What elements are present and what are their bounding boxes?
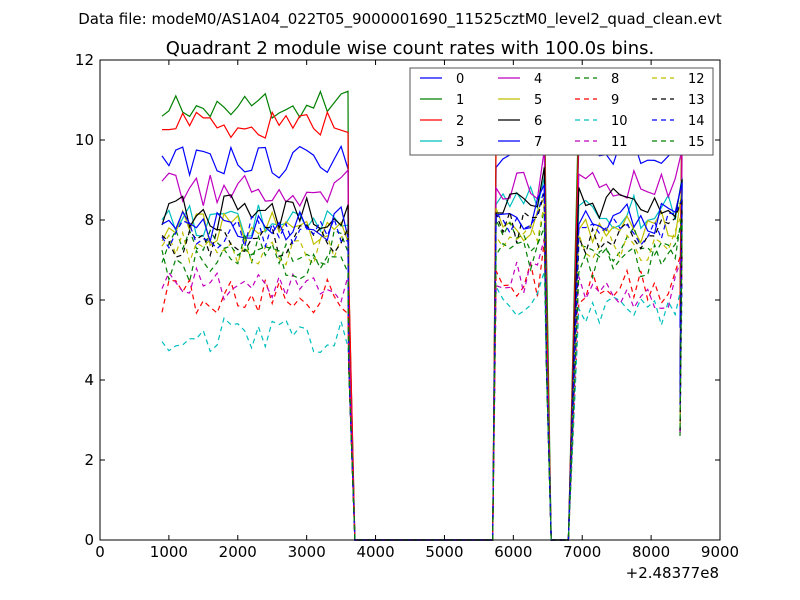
- legend-label-10: 10: [611, 114, 628, 129]
- series-line-2: [162, 97, 683, 541]
- x-tick-label: 8000: [632, 543, 670, 561]
- legend-label-1: 1: [456, 93, 464, 108]
- x-tick-label: 3000: [288, 543, 326, 561]
- x-tick-label: 7000: [563, 543, 601, 561]
- x-offset-label: +2.48377e8: [626, 564, 719, 582]
- x-tick-label: 9000: [701, 543, 739, 561]
- legend-label-6: 6: [534, 114, 542, 129]
- y-tick-label: 12: [75, 51, 94, 69]
- series-line-5: [161, 188, 683, 541]
- y-tick-label: 10: [75, 131, 94, 149]
- legend-label-3: 3: [456, 135, 464, 150]
- legend-label-14: 14: [688, 114, 705, 129]
- series-line-10: [161, 271, 683, 541]
- x-tick-label: 4000: [356, 543, 394, 561]
- series-line-15: [161, 223, 683, 541]
- series-line-13: [161, 192, 683, 541]
- chart-title: Quadrant 2 module wise count rates with …: [166, 38, 655, 59]
- series-line-7: [161, 182, 683, 541]
- legend-label-4: 4: [534, 72, 542, 87]
- x-tick-label: 1000: [150, 543, 188, 561]
- series-line-11: [161, 238, 683, 541]
- axis-ticks: 0 1000 2000 3000 4000 5000 6000 7000 8000 9000 0 2 4…: [75, 51, 739, 561]
- legend-label-0: 0: [456, 72, 464, 87]
- figure-suptitle: Data file: modeM0/AS1A04_022T05_90000016…: [78, 10, 722, 29]
- series-line-14: [161, 189, 683, 541]
- legend-label-13: 13: [688, 93, 705, 108]
- legend-label-8: 8: [611, 72, 619, 87]
- legend-label-11: 11: [611, 135, 628, 150]
- x-tick-label: 5000: [425, 543, 463, 561]
- series-line-12: [161, 203, 683, 541]
- y-tick-label: 0: [84, 531, 94, 549]
- legend-label-9: 9: [611, 93, 619, 108]
- y-tick-label: 4: [84, 371, 94, 389]
- x-tick-label: 0: [95, 543, 105, 561]
- legend-label-12: 12: [688, 72, 705, 87]
- legend-label-15: 15: [688, 135, 705, 150]
- y-tick-label: 6: [84, 291, 94, 309]
- series-line-8: [161, 207, 683, 541]
- y-tick-label: 2: [84, 451, 94, 469]
- x-tick-label: 2000: [219, 543, 257, 561]
- legend-label-5: 5: [534, 93, 542, 108]
- y-tick-label: 8: [84, 211, 94, 229]
- legend-label-2: 2: [456, 114, 464, 129]
- legend-label-7: 7: [534, 135, 542, 150]
- x-tick-label: 6000: [494, 543, 532, 561]
- series-line-0: [161, 113, 683, 541]
